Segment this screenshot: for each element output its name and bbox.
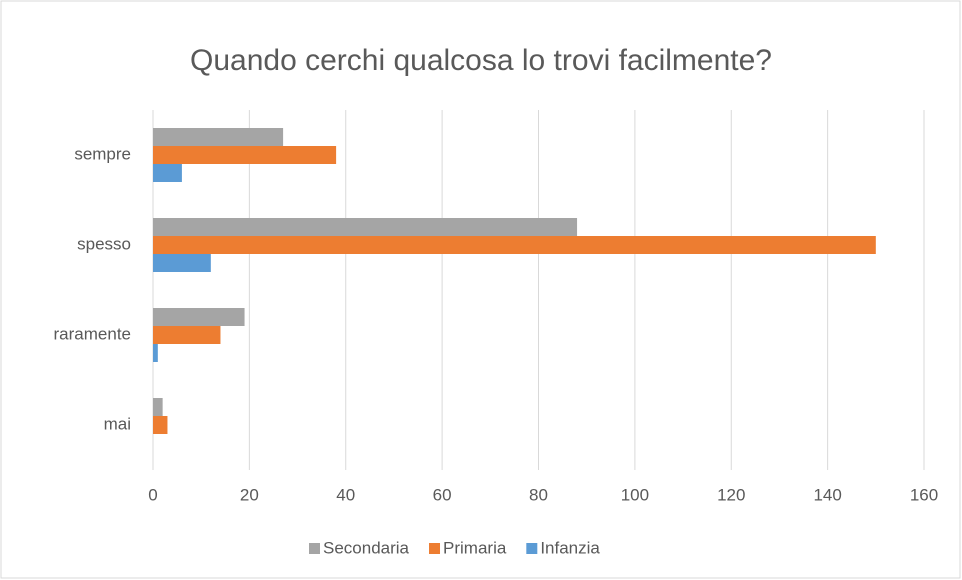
bar: [153, 218, 578, 236]
y-tick-label: spesso: [77, 234, 131, 253]
bar: [153, 398, 163, 416]
x-tick-label: 80: [529, 485, 548, 504]
legend-swatch: [429, 543, 441, 554]
x-tick-label: 0: [148, 485, 157, 504]
y-tick-label: raramente: [54, 324, 131, 343]
bar: [153, 128, 284, 146]
legend-label: Secondaria: [323, 538, 410, 557]
bar: [153, 164, 182, 182]
bar: [153, 236, 876, 254]
y-tick-label: sempre: [74, 144, 131, 163]
x-tick-label: 100: [621, 485, 649, 504]
bar: [153, 344, 158, 362]
x-tick-label: 40: [336, 485, 355, 504]
legend-label: Infanzia: [540, 538, 600, 557]
legend-label: Primaria: [443, 538, 507, 557]
bar: [153, 146, 337, 164]
y-tick-label: mai: [104, 414, 131, 433]
bar: [153, 254, 211, 272]
x-tick-label: 20: [240, 485, 259, 504]
x-tick-label: 120: [717, 485, 745, 504]
x-tick-label: 160: [910, 485, 938, 504]
legend-swatch: [526, 543, 538, 554]
bar: [153, 308, 245, 326]
x-tick-label: 60: [433, 485, 452, 504]
legend-swatch: [309, 543, 320, 554]
bar: [153, 416, 168, 434]
x-tick-label: 140: [813, 485, 841, 504]
chart-title: Quando cerchi qualcosa lo trovi facilmen…: [190, 44, 772, 77]
bar: [153, 326, 221, 344]
